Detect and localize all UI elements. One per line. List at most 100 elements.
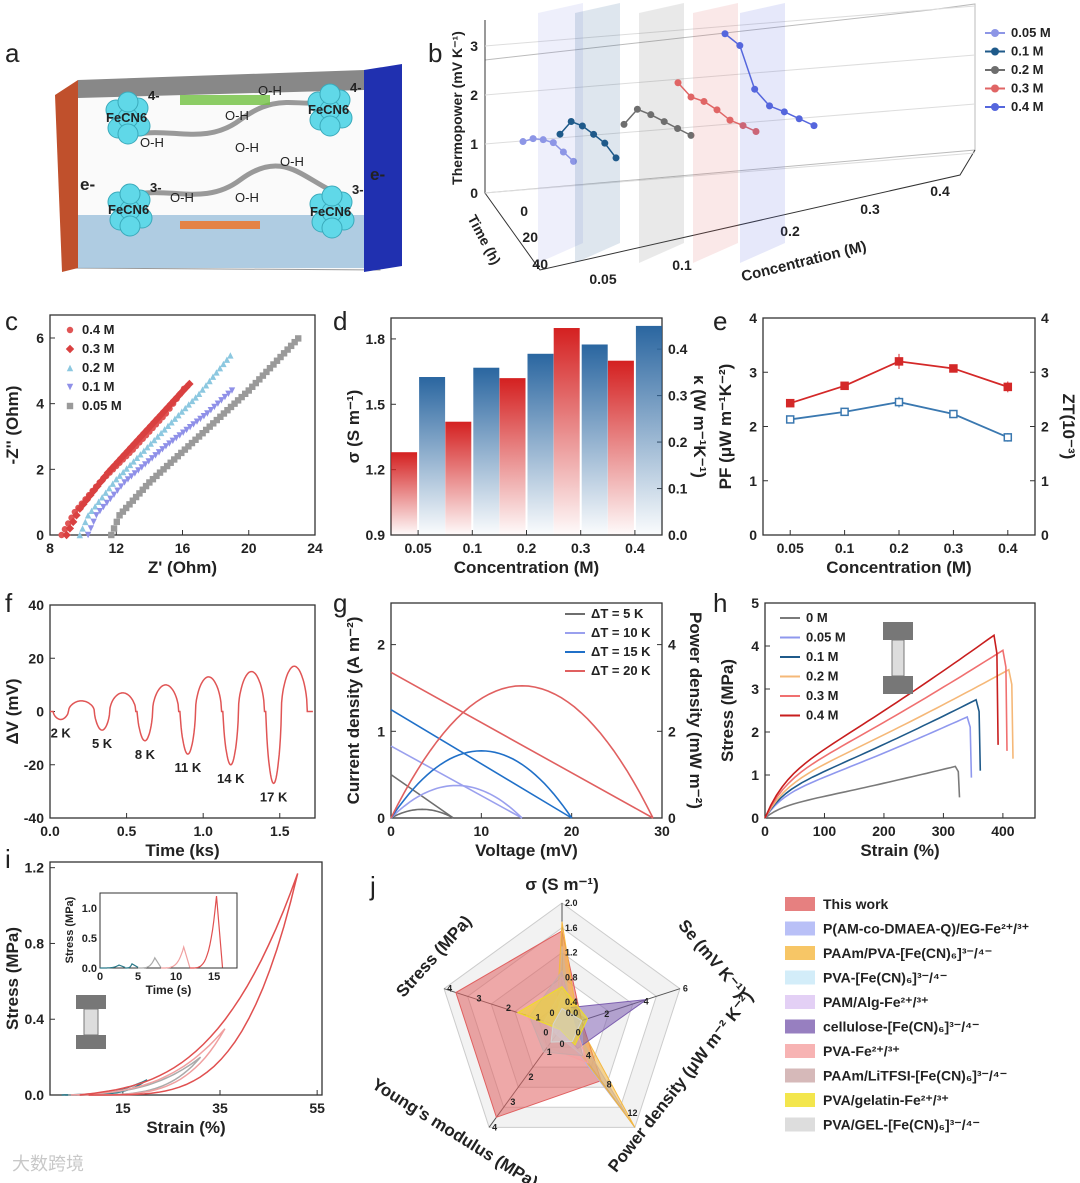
x-axis-label: Strain (%) — [860, 841, 939, 860]
current-line — [390, 671, 654, 819]
data-point — [539, 136, 547, 144]
data-point — [119, 468, 127, 476]
stress-strain-curve — [764, 668, 1014, 819]
data-point — [227, 352, 234, 359]
specimen-icon — [883, 622, 913, 640]
y-tick-label: 1 — [751, 767, 759, 783]
data-point — [66, 402, 74, 410]
radar-tick-label: 2 — [604, 1009, 609, 1019]
data-point — [206, 377, 213, 385]
y-tick-label: 0 — [36, 527, 44, 543]
y2-tick-label: 3 — [1041, 364, 1049, 380]
data-point — [142, 482, 150, 490]
panel-b-chart: b 0 1 2 3 Thermopower (mV K⁻¹) 0.05 0.1 0.2 0.3 0.… — [428, 3, 1051, 287]
data-point — [122, 504, 130, 512]
x-tick-label: 0.05 — [404, 540, 431, 556]
data-point — [234, 397, 242, 404]
x-tick-label: 0 — [761, 823, 769, 839]
y-tick-label: 0 — [377, 810, 385, 826]
y2-tick-label: 4 — [1041, 310, 1049, 326]
legend-label: 0.1 M — [806, 649, 839, 664]
data-point — [161, 426, 168, 433]
data-point — [84, 512, 92, 519]
data-point — [145, 458, 152, 465]
radar-tick-label: 4 — [586, 1051, 591, 1061]
data-point — [121, 479, 128, 486]
data-point — [894, 397, 904, 407]
x-tick-label: 0.1 — [463, 540, 483, 556]
data-point — [204, 410, 211, 417]
data-point — [174, 452, 181, 460]
data-point — [1003, 382, 1013, 392]
data-point — [270, 361, 277, 368]
data-point — [752, 128, 760, 135]
legend-label: PAM/Alg-Fe²⁺/³⁺ — [823, 994, 929, 1010]
data-point — [84, 531, 92, 539]
data-point — [238, 393, 245, 401]
x-tick-label: 0.1 — [835, 540, 855, 556]
y-tick-label: 1 — [470, 136, 478, 152]
charge-label: 3- — [150, 180, 162, 195]
right-electrode — [364, 64, 402, 272]
hydroxyl-label: O-H — [280, 154, 304, 169]
data-point — [225, 390, 232, 398]
delta-t-label: 8 K — [135, 747, 156, 762]
power-curve — [390, 684, 654, 819]
hydroxyl-label: O-H — [170, 190, 194, 205]
legend-label: 0.2 M — [1011, 62, 1044, 77]
x-tick-label: 10 — [474, 823, 490, 839]
bar-kappa — [581, 344, 608, 535]
data-point — [130, 458, 137, 465]
current-line — [390, 708, 573, 819]
electrolyte-base — [78, 215, 375, 268]
delta-t-label: 11 K — [174, 760, 201, 775]
data-point — [810, 122, 818, 130]
x-tick-label: 0.1 — [672, 257, 692, 273]
y-tick-label: 1.2 — [25, 860, 45, 876]
x-tick-label: 0.2 — [889, 540, 909, 556]
data-point — [206, 423, 213, 430]
data-point — [126, 443, 136, 452]
panel-f-chart: f 0.0 0.5 1.0 1.5 -40 -20 0 20 40 Time (ks) ΔV (mV)… — [3, 588, 316, 860]
data-point — [192, 394, 199, 401]
legend-swatch — [785, 995, 815, 1009]
panel-i-chart: i 15 35 55 0.0 0.4 0.8 1.2 Strain (%) Stress (MPa… — [3, 844, 325, 1137]
inset-y-label: Stress (MPa) — [64, 896, 76, 963]
z-axis-label: Time (h) — [465, 212, 505, 267]
atom — [321, 185, 343, 207]
atom — [321, 217, 343, 239]
radar-series — [550, 1007, 583, 1043]
bar-sigma — [499, 378, 526, 535]
x-tick-label: 100 — [813, 823, 837, 839]
polymer-chain — [118, 163, 332, 203]
y2-tick-label: 2 — [668, 723, 676, 739]
data-point — [126, 461, 134, 469]
legend-label: ΔT = 15 K — [591, 644, 651, 659]
legend-label: ΔT = 20 K — [591, 663, 651, 678]
specimen-icon — [883, 676, 913, 694]
y-axis-label: Thermopower (mV K⁻¹) — [449, 31, 465, 185]
data-point — [674, 124, 682, 132]
data-point — [135, 467, 142, 474]
data-point — [211, 403, 218, 411]
delta-t-label: 14 K — [217, 771, 245, 786]
data-point — [549, 139, 557, 147]
current-line — [390, 745, 523, 819]
data-point — [175, 411, 182, 419]
hydroxyl-label: O-H — [235, 190, 259, 205]
series-plane — [639, 3, 684, 263]
bar-sigma — [391, 452, 418, 535]
hydroxyl-label: O-H — [258, 83, 282, 98]
bar-kappa — [419, 377, 446, 535]
radar-tick-label: 3 — [510, 1097, 515, 1107]
data-point — [223, 356, 231, 363]
data-point — [169, 437, 177, 445]
data-point — [612, 154, 620, 162]
data-point — [103, 499, 111, 507]
data-point — [199, 430, 206, 437]
data-point — [151, 436, 158, 444]
y-tick-label: 3 — [751, 681, 759, 697]
legend-label: P(AM-co-DMAEA-Q)/EG-Fe²⁺/³⁺ — [823, 921, 1029, 937]
inset-x-tick-label: 15 — [208, 971, 220, 983]
data-point — [216, 364, 224, 372]
